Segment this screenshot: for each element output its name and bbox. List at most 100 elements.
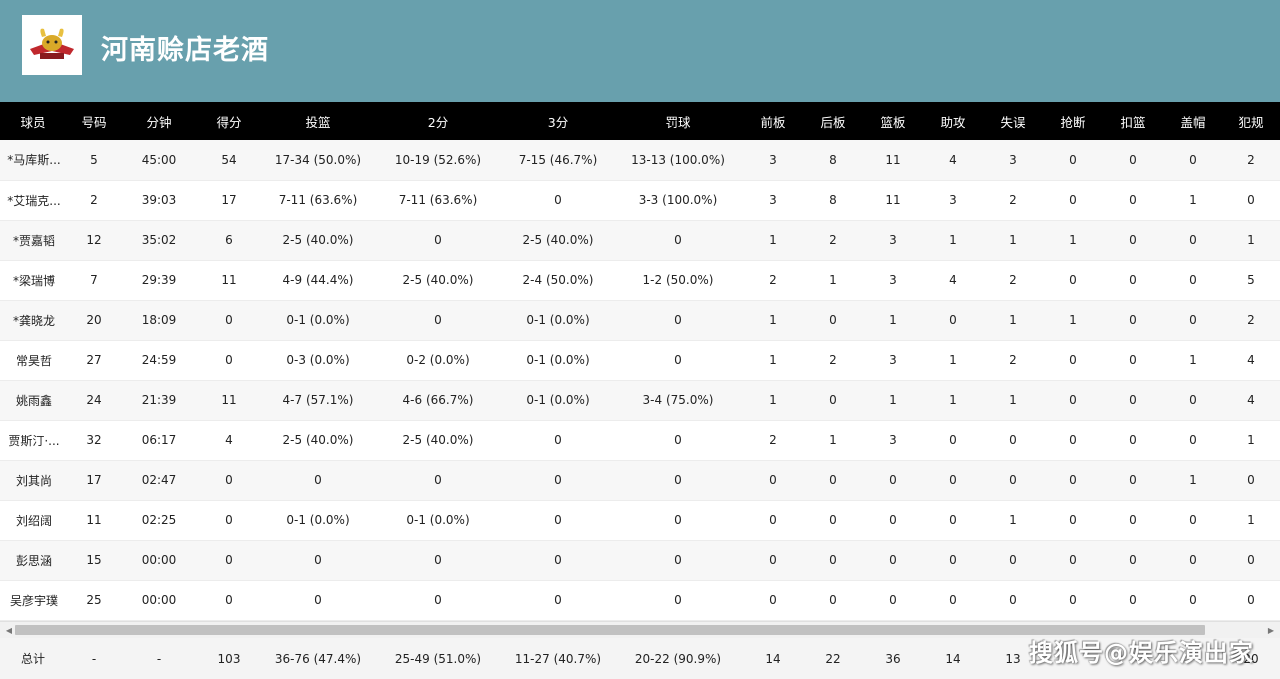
stat-cell: 0 [924, 500, 982, 541]
stat-cell: 0 [804, 380, 862, 421]
stat-cell: 0 [1164, 420, 1222, 461]
stat-cell: 2 [1222, 300, 1280, 341]
team-name: 河南赊店老酒 [101, 35, 269, 66]
table-row: 贾斯汀·... 32 06:17 4 2-5 (40.0%) 2-5 (40.0%) 0 0 2… [0, 420, 1280, 461]
stat-cell: 29:39 [122, 260, 196, 301]
stat-cell: 1 [1044, 300, 1102, 341]
player-name[interactable]: 常昊哲 [0, 340, 66, 381]
column-header[interactable]: 2分 [374, 102, 502, 140]
stat-cell: 0 [1044, 500, 1102, 541]
player-name[interactable]: *艾瑞克... [0, 180, 66, 221]
player-name[interactable]: 彭思涵 [0, 540, 66, 581]
player-name[interactable]: *梁瑞博 [0, 260, 66, 301]
stat-cell: 0 [924, 580, 982, 621]
column-header[interactable]: 前板 [742, 102, 804, 140]
column-header[interactable]: 3分 [502, 102, 614, 140]
totals-cell: 25-49 (51.0%) [394, 651, 482, 666]
stat-cell: 02:47 [122, 460, 196, 501]
stat-cell: 1 [804, 420, 862, 461]
stat-cell: 8 [804, 180, 862, 221]
stat-cell: 32 [66, 420, 122, 461]
player-name[interactable]: 刘绍阔 [0, 500, 66, 541]
column-header[interactable]: 盖帽 [1164, 102, 1222, 140]
player-name[interactable]: *贾嘉韬 [0, 220, 66, 261]
stat-cell: 1-2 (50.0%) [614, 260, 742, 301]
stat-cell: 1 [862, 300, 924, 341]
stat-cell: 0 [196, 300, 262, 341]
team-logo-bull-icon [30, 28, 74, 59]
stat-cell: 3-4 (75.0%) [614, 380, 742, 421]
stat-cell: 0 [196, 500, 262, 541]
stat-cell: 0 [804, 540, 862, 581]
horizontal-scrollbar[interactable]: ◀ ▶ [0, 621, 1280, 638]
column-header[interactable]: 投篮 [262, 102, 374, 140]
column-header[interactable]: 篮板 [862, 102, 924, 140]
stat-cell: 4-6 (66.7%) [374, 380, 502, 421]
column-header[interactable]: 罚球 [614, 102, 742, 140]
stat-cell: 2-5 (40.0%) [374, 420, 502, 461]
column-header[interactable]: 抢断 [1044, 102, 1102, 140]
player-name[interactable]: *龚晓龙 [0, 300, 66, 341]
column-header[interactable]: 犯规 [1222, 102, 1280, 140]
stat-cell: 1 [1164, 340, 1222, 381]
scrollbar-thumb[interactable] [15, 625, 1205, 635]
totals-cell: 36-76 (47.4%) [274, 651, 362, 666]
stat-cell: 11 [196, 380, 262, 421]
stat-cell: 00:00 [122, 580, 196, 621]
stat-cell: 1 [742, 300, 804, 341]
totals-cell: 36 [885, 651, 901, 666]
column-header[interactable]: 球员 [0, 102, 66, 140]
stat-cell: 0 [742, 500, 804, 541]
column-header[interactable]: 分钟 [122, 102, 196, 140]
stat-cell: 0 [804, 300, 862, 341]
stat-cell: 0 [862, 500, 924, 541]
stat-cell: 11 [862, 180, 924, 221]
stat-cell: 0 [1164, 300, 1222, 341]
stat-cell: 3 [924, 180, 982, 221]
column-header[interactable]: 扣篮 [1102, 102, 1164, 140]
stat-cell: 18:09 [122, 300, 196, 341]
stat-cell: 3 [742, 180, 804, 221]
stat-cell: 24 [66, 380, 122, 421]
column-header[interactable]: 得分 [196, 102, 262, 140]
player-name[interactable]: 贾斯汀·... [0, 420, 66, 461]
stat-cell: 0 [1102, 500, 1164, 541]
stat-cell: 20 [66, 300, 122, 341]
stat-cell: 4 [1222, 340, 1280, 381]
table-row: 姚雨鑫 24 21:39 11 4-7 (57.1%) 4-6 (66.7%) 0-1 (0… [0, 380, 1280, 421]
stat-cell: 0 [1102, 380, 1164, 421]
stat-cell: 0 [1164, 220, 1222, 261]
scroll-right-arrow-icon[interactable]: ▶ [1267, 625, 1275, 635]
scroll-left-arrow-icon[interactable]: ◀ [5, 625, 13, 635]
stat-cell: 0 [502, 420, 614, 461]
player-name[interactable]: 吴彦宇璞 [0, 580, 66, 621]
column-header[interactable]: 失误 [982, 102, 1044, 140]
stat-cell: 0 [374, 300, 502, 341]
stat-cell: 0 [614, 500, 742, 541]
stat-cell: 0 [614, 540, 742, 581]
stat-cell: 0 [742, 580, 804, 621]
column-header[interactable]: 号码 [66, 102, 122, 140]
stat-cell: 7 [66, 260, 122, 301]
player-name[interactable]: 姚雨鑫 [0, 380, 66, 421]
stat-cell: 0 [502, 580, 614, 621]
totals-cell: - [91, 651, 97, 666]
player-name[interactable]: *马库斯... [0, 140, 66, 181]
stat-cell: 0 [1102, 140, 1164, 181]
stat-cell: 0 [262, 460, 374, 501]
player-name[interactable]: 刘其尚 [0, 460, 66, 501]
stat-cell: 4 [1222, 380, 1280, 421]
stat-cell: 0 [1164, 540, 1222, 581]
stat-cell: 0 [1222, 460, 1280, 501]
stat-cell: 1 [1222, 500, 1280, 541]
table-row: 刘其尚 17 02:47 0 0 0 0 0 0 0 0 0 0 0 0 1 0 [0, 460, 1280, 501]
column-header[interactable]: 助攻 [924, 102, 982, 140]
stat-cell: 8 [804, 140, 862, 181]
stat-cell: 0 [1102, 340, 1164, 381]
column-header[interactable]: 后板 [804, 102, 862, 140]
stat-cell: 7-11 (63.6%) [262, 180, 374, 221]
stat-cell: 21:39 [122, 380, 196, 421]
totals-cell: 20-22 (90.9%) [634, 651, 722, 666]
totals-cell: 13 [1005, 651, 1021, 666]
stat-cell: 2-5 (40.0%) [502, 220, 614, 261]
